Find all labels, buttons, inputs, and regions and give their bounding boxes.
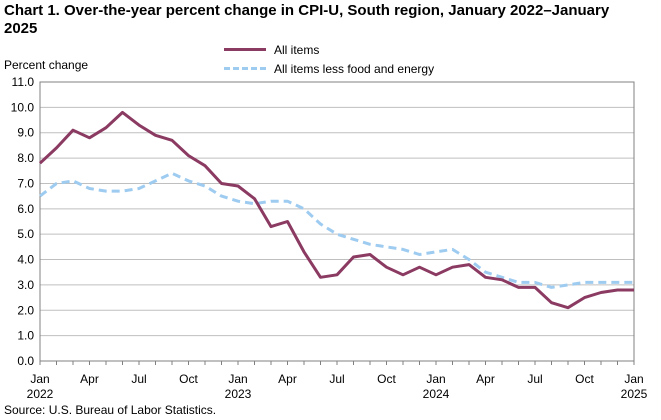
x-tick-label: Apr	[476, 372, 495, 386]
x-tick-label: Jan	[228, 372, 247, 386]
source-note: Source: U.S. Bureau of Labor Statistics.	[4, 403, 217, 417]
y-tick-label: 1.0	[17, 329, 34, 343]
legend-swatch-solid	[224, 48, 266, 51]
legend: All items All items less food and energy	[224, 40, 434, 78]
x-tick-label: Jul	[329, 372, 344, 386]
legend-item-core: All items less food and energy	[224, 59, 434, 78]
x-tick-year-label: 2025	[621, 387, 648, 401]
x-tick-label: Oct	[179, 372, 198, 386]
y-tick-label: 6.0	[17, 202, 34, 216]
y-tick-label: 9.0	[17, 126, 34, 140]
plot-frame	[39, 81, 635, 362]
x-tick-label: Jan	[624, 372, 643, 386]
x-tick-label: Oct	[377, 372, 396, 386]
x-tick-year-label: 2022	[27, 387, 54, 401]
legend-swatch-dashed	[224, 67, 266, 70]
y-axis-label: Percent change	[4, 58, 89, 72]
y-tick-label: 7.0	[17, 176, 34, 190]
x-tick-label: Jan	[426, 372, 445, 386]
chart-title: Chart 1. Over-the-year percent change in…	[4, 2, 610, 37]
x-tick-label: Jan	[30, 372, 49, 386]
x-tick-year-label: 2024	[423, 387, 450, 401]
series-line-less-food-energy	[39, 171, 634, 289]
y-tick-label: 0.0	[17, 354, 34, 368]
y-tick-label: 11.0	[12, 75, 35, 89]
y-tick-label: 10.0	[11, 100, 35, 114]
y-tick-label: 4.0	[17, 253, 34, 267]
x-tick-year-label: 2023	[225, 387, 252, 401]
y-tick-label: 5.0	[17, 227, 34, 241]
x-tick-label: Apr	[278, 372, 297, 386]
x-tick-label: Apr	[80, 372, 99, 386]
x-tick-label: Jul	[527, 372, 542, 386]
x-tick-label: Jul	[131, 372, 146, 386]
x-tick-label: Oct	[575, 372, 594, 386]
y-tick-label: 3.0	[17, 278, 34, 292]
y-tick-label: 2.0	[17, 303, 34, 317]
legend-label: All items less food and energy	[274, 61, 435, 76]
series-line-all-items	[38, 110, 634, 310]
legend-label: All items	[274, 42, 320, 57]
y-tick-label: 8.0	[17, 151, 34, 165]
legend-item-all-items: All items	[224, 40, 434, 59]
